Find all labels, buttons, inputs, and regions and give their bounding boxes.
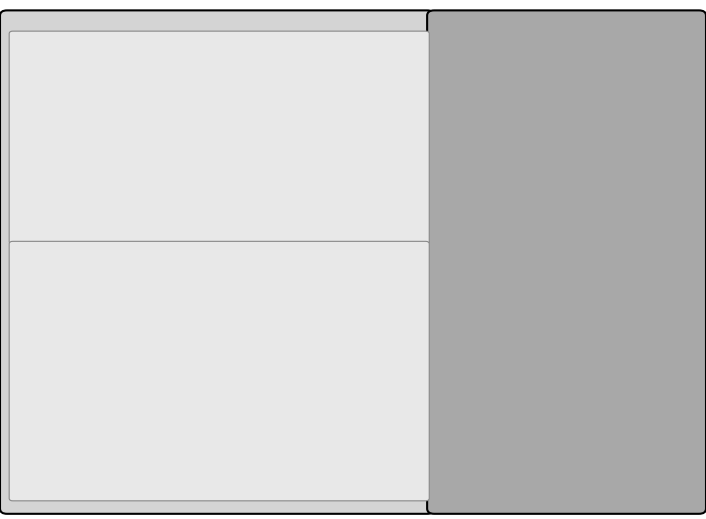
Text: CYCB1p:CYCB1: CYCB1p:CYCB1 — [519, 28, 574, 91]
Text: Polarity degree  =: Polarity degree = — [154, 93, 281, 106]
Text: Polarity: Polarity — [176, 18, 262, 37]
Text: 0°: 0° — [68, 209, 80, 219]
Wedge shape — [232, 363, 297, 428]
Text: CDT1ap:CDT1a: CDT1ap:CDT1a — [631, 294, 671, 354]
Text: SD: SD — [292, 225, 308, 235]
X-axis label: Angle (°): Angle (°) — [297, 352, 346, 362]
Text: (i): (i) — [28, 36, 42, 49]
Polygon shape — [97, 330, 128, 366]
Text: 90°: 90° — [208, 254, 225, 265]
Text: α: α — [311, 369, 321, 383]
Y-axis label: Mean Fluorescence Intensity (a.u.): Mean Fluorescence Intensity (a.u.) — [176, 177, 186, 347]
Text: HTR2p:CDT1a: HTR2p:CDT1a — [570, 196, 622, 255]
Text: baseline: baseline — [357, 313, 398, 323]
Text: Fluorescence Intensity: Fluorescence Intensity — [39, 317, 134, 325]
Text: G2: G2 — [531, 380, 550, 393]
Text: HTR13p:HTR13: HTR13p:HTR13 — [539, 304, 604, 313]
Text: SLGC: SLGC — [85, 136, 118, 147]
Wedge shape — [297, 363, 361, 428]
Text: 180°: 180° — [102, 308, 124, 318]
Text: G2: G2 — [535, 136, 554, 149]
Text: 270°: 270° — [5, 254, 28, 265]
Text: DIST: DIST — [284, 282, 309, 292]
Wedge shape — [232, 298, 297, 363]
Text: (ii): (ii) — [28, 195, 45, 208]
Circle shape — [39, 224, 109, 295]
Circle shape — [232, 298, 361, 428]
Text: G1: G1 — [595, 145, 614, 158]
Text: HTR13p:HTR13: HTR13p:HTR13 — [585, 447, 642, 492]
Text: A: A — [14, 13, 29, 32]
Text: Cell level: Cell level — [152, 36, 229, 51]
Text: S: S — [568, 415, 576, 429]
Text: 0°: 0° — [108, 424, 118, 432]
Text: (iii): (iii) — [28, 247, 49, 260]
Text: PlaCCI: PlaCCI — [535, 257, 594, 275]
Text: (Cell Cycle Tracking in Plant Cells): (Cell Cycle Tracking in Plant Cells) — [476, 47, 654, 57]
Text: M: M — [578, 353, 590, 366]
Text: +90°: +90° — [184, 366, 208, 376]
Text: Crescent: Crescent — [78, 176, 121, 186]
Wedge shape — [297, 298, 361, 363]
Text: (ii): (ii) — [443, 257, 460, 270]
Text: M: M — [579, 112, 591, 125]
Ellipse shape — [31, 76, 138, 183]
Text: 270°: 270° — [103, 254, 126, 265]
Polygon shape — [505, 64, 647, 122]
Text: M: M — [56, 101, 69, 114]
Text: β: β — [357, 312, 365, 326]
Text: (i): (i) — [443, 29, 457, 42]
Text: CYCB1;1p:N-CYCB1;1: CYCB1;1p:N-CYCB1;1 — [506, 256, 571, 331]
Text: S: S — [569, 168, 578, 181]
Text: B: B — [439, 13, 454, 32]
Circle shape — [139, 229, 200, 290]
Circle shape — [512, 326, 632, 447]
Text: 180°: 180° — [158, 298, 181, 308]
Text: PROX: PROX — [282, 434, 311, 444]
Circle shape — [520, 89, 628, 197]
Text: 0°: 0° — [164, 211, 175, 221]
Text: Length of crescent: Length of crescent — [265, 79, 397, 92]
Text: DIST: DIST — [100, 290, 126, 300]
Text: amplitude: amplitude — [364, 190, 414, 200]
Text: Tissue level: Tissue level — [140, 247, 241, 262]
Text: G1: G1 — [596, 388, 615, 402]
Polygon shape — [484, 299, 647, 474]
Text: Cell cycle: Cell cycle — [513, 18, 616, 37]
Text: α: α — [412, 250, 419, 264]
Text: (Plant Cell Cycle Indicator): (Plant Cell Cycle Indicator) — [496, 275, 634, 285]
Text: σ: σ — [313, 234, 321, 244]
Text: Cell perimeter: Cell perimeter — [281, 114, 381, 127]
Polygon shape — [500, 163, 647, 221]
Text: Cytrap: Cytrap — [534, 29, 596, 47]
Text: PROX: PROX — [98, 442, 128, 452]
Ellipse shape — [43, 86, 97, 134]
Polygon shape — [113, 349, 178, 393]
Polygon shape — [572, 299, 659, 430]
Text: -90°: -90° — [23, 366, 42, 376]
Circle shape — [48, 306, 178, 436]
Text: HTR13p:HTR13: HTR13p:HTR13 — [481, 398, 521, 458]
